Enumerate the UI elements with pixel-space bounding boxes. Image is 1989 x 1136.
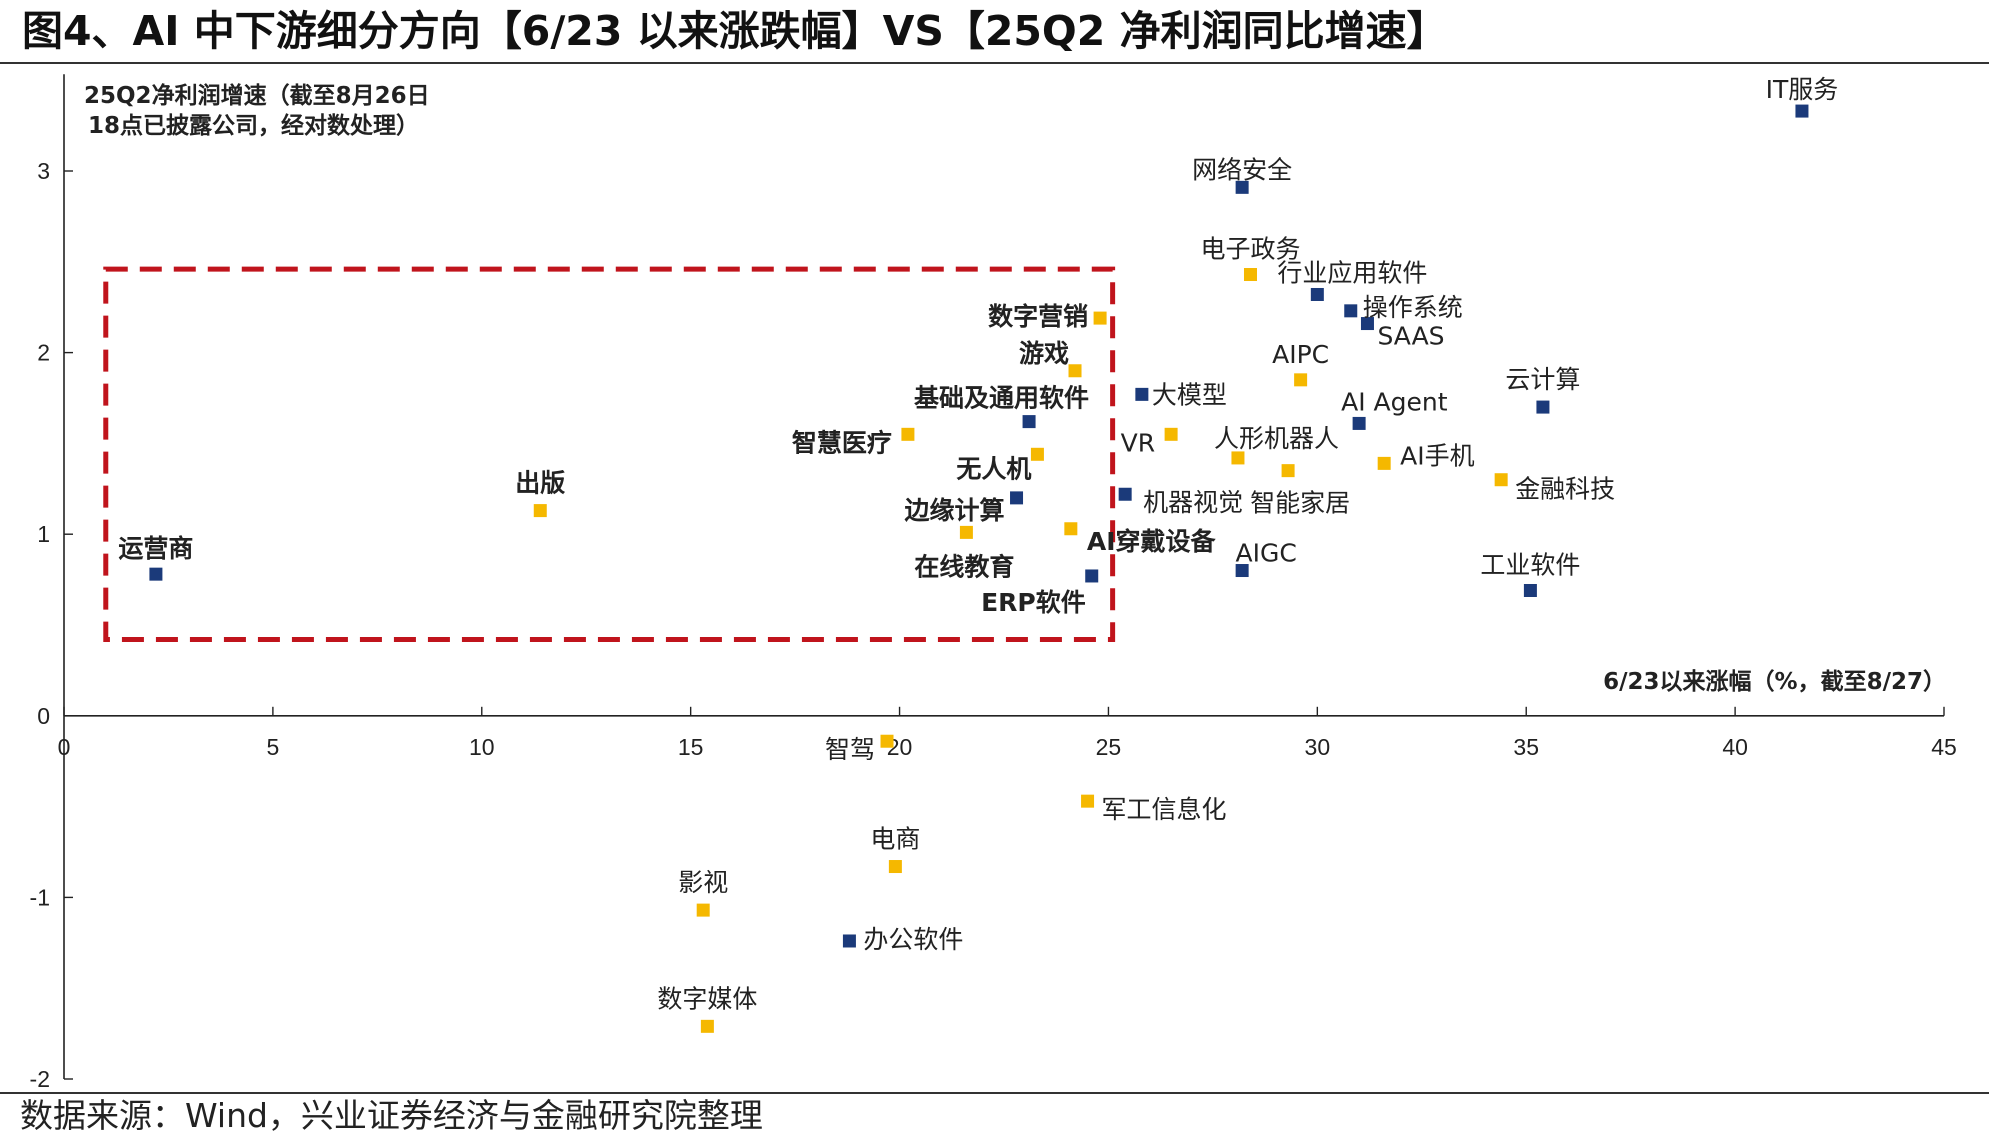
point-label: 游戏 [1019,339,1069,368]
point-智驾 [880,734,894,748]
y-tick-label: 1 [37,521,50,547]
point-无人机 [1030,447,1044,461]
point-AIPC [1294,373,1308,387]
point-AI手机 [1377,456,1391,470]
point-AI穿戴设备 [1064,522,1078,536]
point-ERP软件 [1085,569,1099,583]
point-label: AI穿戴设备 [1087,527,1217,556]
point-label: 云计算 [1505,365,1580,394]
point-操作系统 [1344,304,1358,318]
point-label: 影视 [678,868,728,897]
point-电商 [888,860,902,874]
point-label: 数字营销 [988,302,1088,331]
point-label: 基础及通用软件 [914,384,1089,413]
point-军工信息化 [1081,794,1095,808]
point-机器视觉 [1118,487,1132,501]
points-layer [149,104,1809,1033]
point-在线教育 [959,525,973,539]
y-tick-label: -1 [30,884,50,910]
point-SAAS [1360,317,1374,331]
point-label: 运营商 [118,534,193,563]
point-运营商 [149,567,163,581]
point-label: 智能家居 [1250,489,1350,518]
point-label: 行业应用软件 [1277,258,1427,287]
figure-title: 图4、AI 中下游细分方向【6/23 以来涨跌幅】VS【25Q2 净利润同比增速… [22,7,1448,55]
point-边缘计算 [1010,491,1024,505]
point-label: AI Agent [1341,387,1448,416]
point-label: 网络安全 [1192,155,1292,184]
point-label: 数字媒体 [657,984,757,1013]
point-label: 电商 [870,825,920,854]
point-数字媒体 [700,1019,714,1033]
point-VR [1164,427,1178,441]
point-label: 智驾 [825,735,875,764]
y-tick-label: -2 [30,1066,50,1092]
y-axis-title-line-2: 18点已披露公司，经对数处理） [88,112,419,139]
point-label: 办公软件 [863,925,963,954]
x-tick-label: 5 [266,734,279,760]
highlight-box [103,266,1116,643]
title-rule [0,62,1989,64]
x-axis-title: 6/23以来涨幅（%，截至8/27） [1603,668,1946,695]
y-tick-label: 0 [37,703,50,729]
point-label: 大模型 [1152,380,1227,409]
point-label: AIPC [1272,340,1329,369]
point-label: 金融科技 [1515,475,1615,504]
y-tick-label: 2 [37,340,50,366]
point-AIGC [1235,564,1249,578]
point-label: AI手机 [1400,441,1474,470]
point-大模型 [1135,387,1149,401]
x-tick-label: 35 [1513,734,1539,760]
x-tick-label: 10 [469,734,495,760]
point-数字营销 [1093,311,1107,325]
x-tick-label: 45 [1931,734,1957,760]
highlight-box-layer [103,266,1116,643]
point-工业软件 [1523,583,1537,597]
footer-rule [0,1092,1989,1094]
point-label: 电子政务 [1200,235,1300,264]
x-tick-label: 25 [1096,734,1122,760]
point-影视 [696,903,710,917]
point-IT服务 [1795,104,1809,118]
point-行业应用软件 [1310,287,1324,301]
point-人形机器人 [1231,451,1245,465]
point-智能家居 [1281,464,1295,478]
point-label: 在线教育 [914,552,1014,581]
point-label: 人形机器人 [1214,424,1339,453]
axis-annotations: 25Q2净利润增速（截至8月26日 18点已披露公司，经对数处理） 6/23以来涨幅… [84,82,1946,695]
point-label: VR [1121,428,1155,457]
point-出版 [533,504,547,518]
point-云计算 [1536,400,1550,414]
point-label: 边缘计算 [905,496,1005,525]
point-智慧医疗 [901,427,915,441]
point-label: 军工信息化 [1102,795,1227,824]
point-label: AIGC [1235,539,1296,568]
point-游戏 [1068,364,1082,378]
point-label: 无人机 [956,454,1031,483]
point-label: ERP软件 [981,588,1086,617]
y-axis-title-line-1: 25Q2净利润增速（截至8月26日 [84,82,430,109]
x-tick-label: 15 [678,734,704,760]
y-tick-label: 3 [37,158,50,184]
point-AI Agent [1352,416,1366,430]
point-办公软件 [842,934,856,948]
source-note: 数据来源：Wind，兴业证券经济与金融研究院整理 [20,1096,763,1135]
point-label: 操作系统 [1363,293,1463,322]
point-电子政务 [1243,268,1257,282]
point-label: SAAS [1377,322,1444,351]
x-tick-label: 40 [1722,734,1748,760]
point-label: 机器视觉 [1143,488,1243,517]
point-基础及通用软件 [1022,415,1036,429]
point-label: IT服务 [1766,75,1839,104]
x-tick-label: 0 [58,734,71,760]
x-tick-label: 30 [1305,734,1331,760]
point-label: 工业软件 [1480,550,1580,579]
point-label: 智慧医疗 [792,428,892,457]
point-label: 出版 [515,469,565,498]
point-网络安全 [1235,180,1249,194]
point-金融科技 [1494,473,1508,487]
